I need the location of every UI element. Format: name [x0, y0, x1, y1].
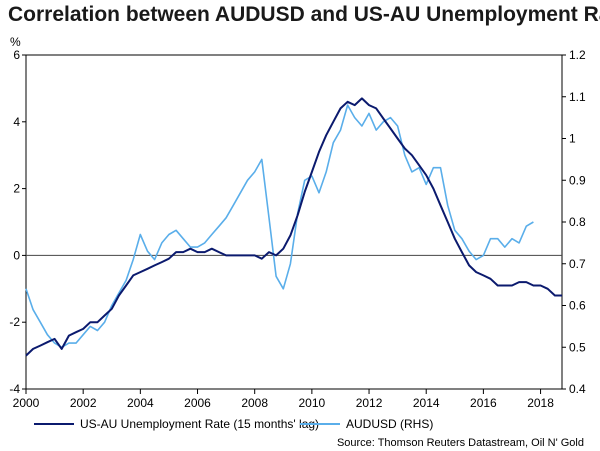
chart-title: Correlation between AUDUSD and US-AU Une… [8, 3, 600, 26]
legend-label-unemployment: US-AU Unemployment Rate (15 months' lag) [80, 417, 319, 431]
y-right-tick-label: 0.6 [569, 299, 586, 313]
x-axis: 2000 2002 2004 2006 2008 2010 2012 2014 2016 2018 [13, 389, 554, 410]
x-tick-label: 2012 [356, 396, 383, 410]
x-tick-label: 2002 [70, 396, 97, 410]
left-y-axis: -4 -2 0 2 4 6 [9, 48, 26, 396]
series-line-unemployment [25, 97, 562, 357]
y-left-tick-label: -4 [9, 382, 20, 396]
series-line-audusd [25, 104, 534, 349]
legend: US-AU Unemployment Rate (15 months' lag)… [34, 417, 433, 431]
y-right-tick-label: 1 [569, 132, 576, 146]
y-right-tick-label: 0.4 [569, 382, 586, 396]
y-left-tick-label: 4 [13, 115, 20, 129]
y-right-tick-label: 0.7 [569, 257, 586, 271]
y-left-tick-label: 6 [13, 48, 20, 62]
y-right-tick-label: 0.9 [569, 173, 586, 187]
x-tick-label: 2004 [127, 396, 154, 410]
y-right-tick-label: 0.8 [569, 215, 586, 229]
x-tick-label: 2018 [527, 396, 554, 410]
y-right-tick-label: 1.1 [569, 90, 586, 104]
y-left-tick-label: 2 [13, 182, 20, 196]
y-right-tick-label: 0.5 [569, 340, 586, 354]
legend-label-audusd: AUDUSD (RHS) [346, 417, 433, 431]
x-tick-label: 2010 [299, 396, 326, 410]
series-layer [25, 97, 562, 357]
x-tick-label: 2014 [413, 396, 440, 410]
x-tick-label: 2006 [184, 396, 211, 410]
x-tick-label: 2000 [13, 396, 40, 410]
plot-frame [25, 54, 563, 390]
y-left-tick-label: 0 [13, 248, 20, 262]
y-left-tick-label: -2 [9, 315, 20, 329]
y-unit-label: % [10, 35, 21, 49]
source-note: Source: Thomson Reuters Datastream, Oil … [337, 437, 584, 449]
x-tick-label: 2008 [241, 396, 268, 410]
x-tick-label: 2016 [470, 396, 497, 410]
right-y-axis: 0.4 0.5 0.6 0.7 0.8 0.9 1 1.1 1.2 [562, 48, 586, 396]
y-right-tick-label: 1.2 [569, 48, 586, 62]
